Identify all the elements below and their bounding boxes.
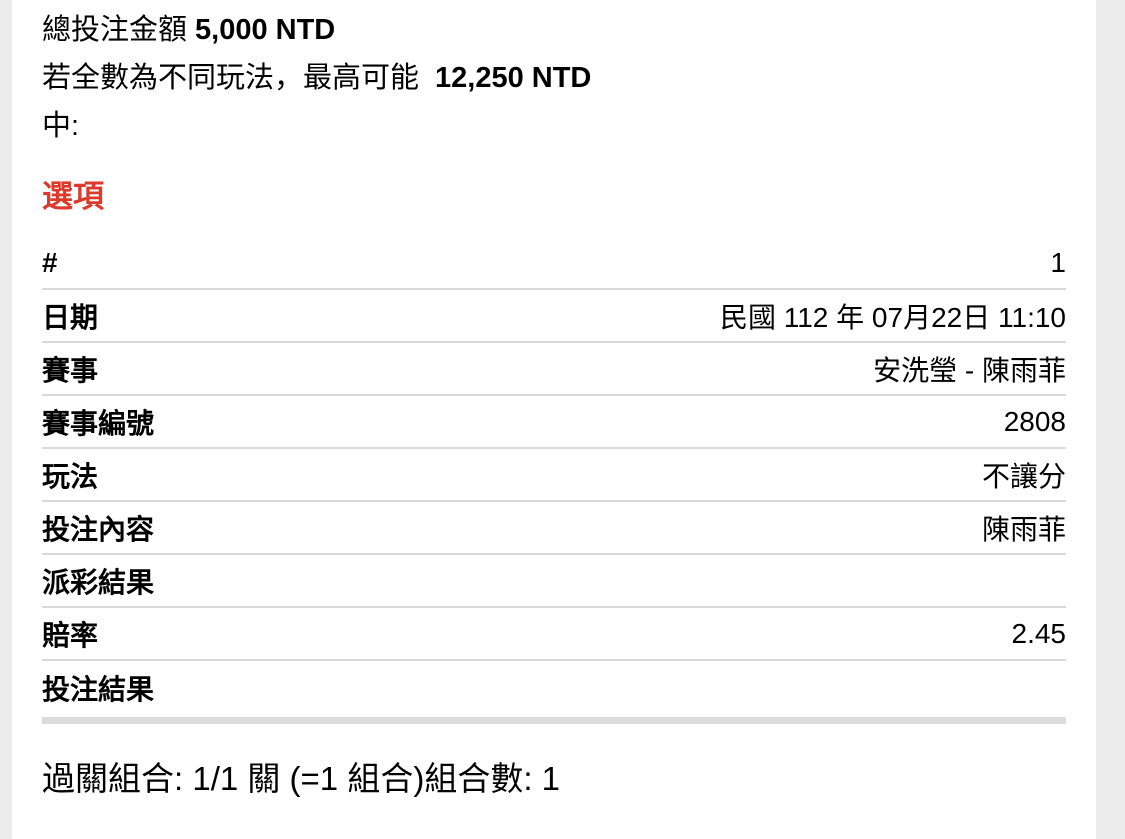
max-win-suffix-line: 中: xyxy=(42,102,1066,150)
max-win-line: 若全數為不同玩法，最高可能 12,250 NTD xyxy=(42,54,1066,102)
row-label: 玩法 xyxy=(42,460,99,492)
table-row: 投注內容 陳雨菲 xyxy=(42,502,1066,555)
table-row: 派彩結果 xyxy=(42,555,1066,608)
row-label: 投注結果 xyxy=(42,673,155,705)
max-win-value: 12,250 NTD xyxy=(435,62,592,94)
total-bet-line: 總投注金額 5,000 NTD xyxy=(42,6,1066,54)
table-row: 賽事 安洗瑩 - 陳雨菲 xyxy=(42,343,1066,396)
row-value: 安洗瑩 - 陳雨菲 xyxy=(873,354,1066,386)
row-label: # xyxy=(42,246,58,278)
row-label: 投注內容 xyxy=(42,513,155,545)
parlay-combination-text: 過關組合: 1/1 關 (=1 組合)組合數: 1 xyxy=(42,760,561,797)
bet-details-table: # 1 日期 民國 112 年 07月22日 11:10 賽事 安洗瑩 - 陳雨… xyxy=(42,237,1066,714)
row-label: 派彩結果 xyxy=(42,566,155,598)
row-label: 賽事 xyxy=(42,354,99,386)
max-win-prefix: 若全數為不同玩法，最高可能 xyxy=(42,62,420,94)
table-row: 投注結果 xyxy=(42,661,1066,714)
row-value: 1 xyxy=(1050,246,1066,278)
row-label: 日期 xyxy=(42,301,99,333)
table-row: 賽事編號 2808 xyxy=(42,396,1066,449)
bet-summary: 總投注金額 5,000 NTD 若全數為不同玩法，最高可能 12,250 NTD 中… xyxy=(42,4,1066,150)
row-value: 2808 xyxy=(1003,405,1066,437)
section-divider-bar xyxy=(42,717,1066,724)
row-value: 2.45 xyxy=(1011,617,1067,649)
max-win-suffix: 中: xyxy=(42,110,80,142)
row-value: 不讓分 xyxy=(981,460,1066,492)
table-row: 玩法 不讓分 xyxy=(42,449,1066,502)
total-bet-value: 5,000 NTD xyxy=(195,14,336,46)
row-value: 民國 112 年 07月22日 11:10 xyxy=(719,301,1066,333)
row-label: 賽事編號 xyxy=(42,407,155,439)
bet-slip-card: 總投注金額 5,000 NTD 若全數為不同玩法，最高可能 12,250 NTD 中… xyxy=(12,0,1096,839)
row-value: 陳雨菲 xyxy=(981,513,1066,545)
options-heading: 選項 xyxy=(42,179,104,214)
table-row: # 1 xyxy=(42,237,1066,290)
row-label: 賠率 xyxy=(42,619,99,651)
total-bet-label: 總投注金額 xyxy=(42,14,188,46)
table-row: 日期 民國 112 年 07月22日 11:10 xyxy=(42,290,1066,343)
table-row: 賠率 2.45 xyxy=(42,608,1066,661)
